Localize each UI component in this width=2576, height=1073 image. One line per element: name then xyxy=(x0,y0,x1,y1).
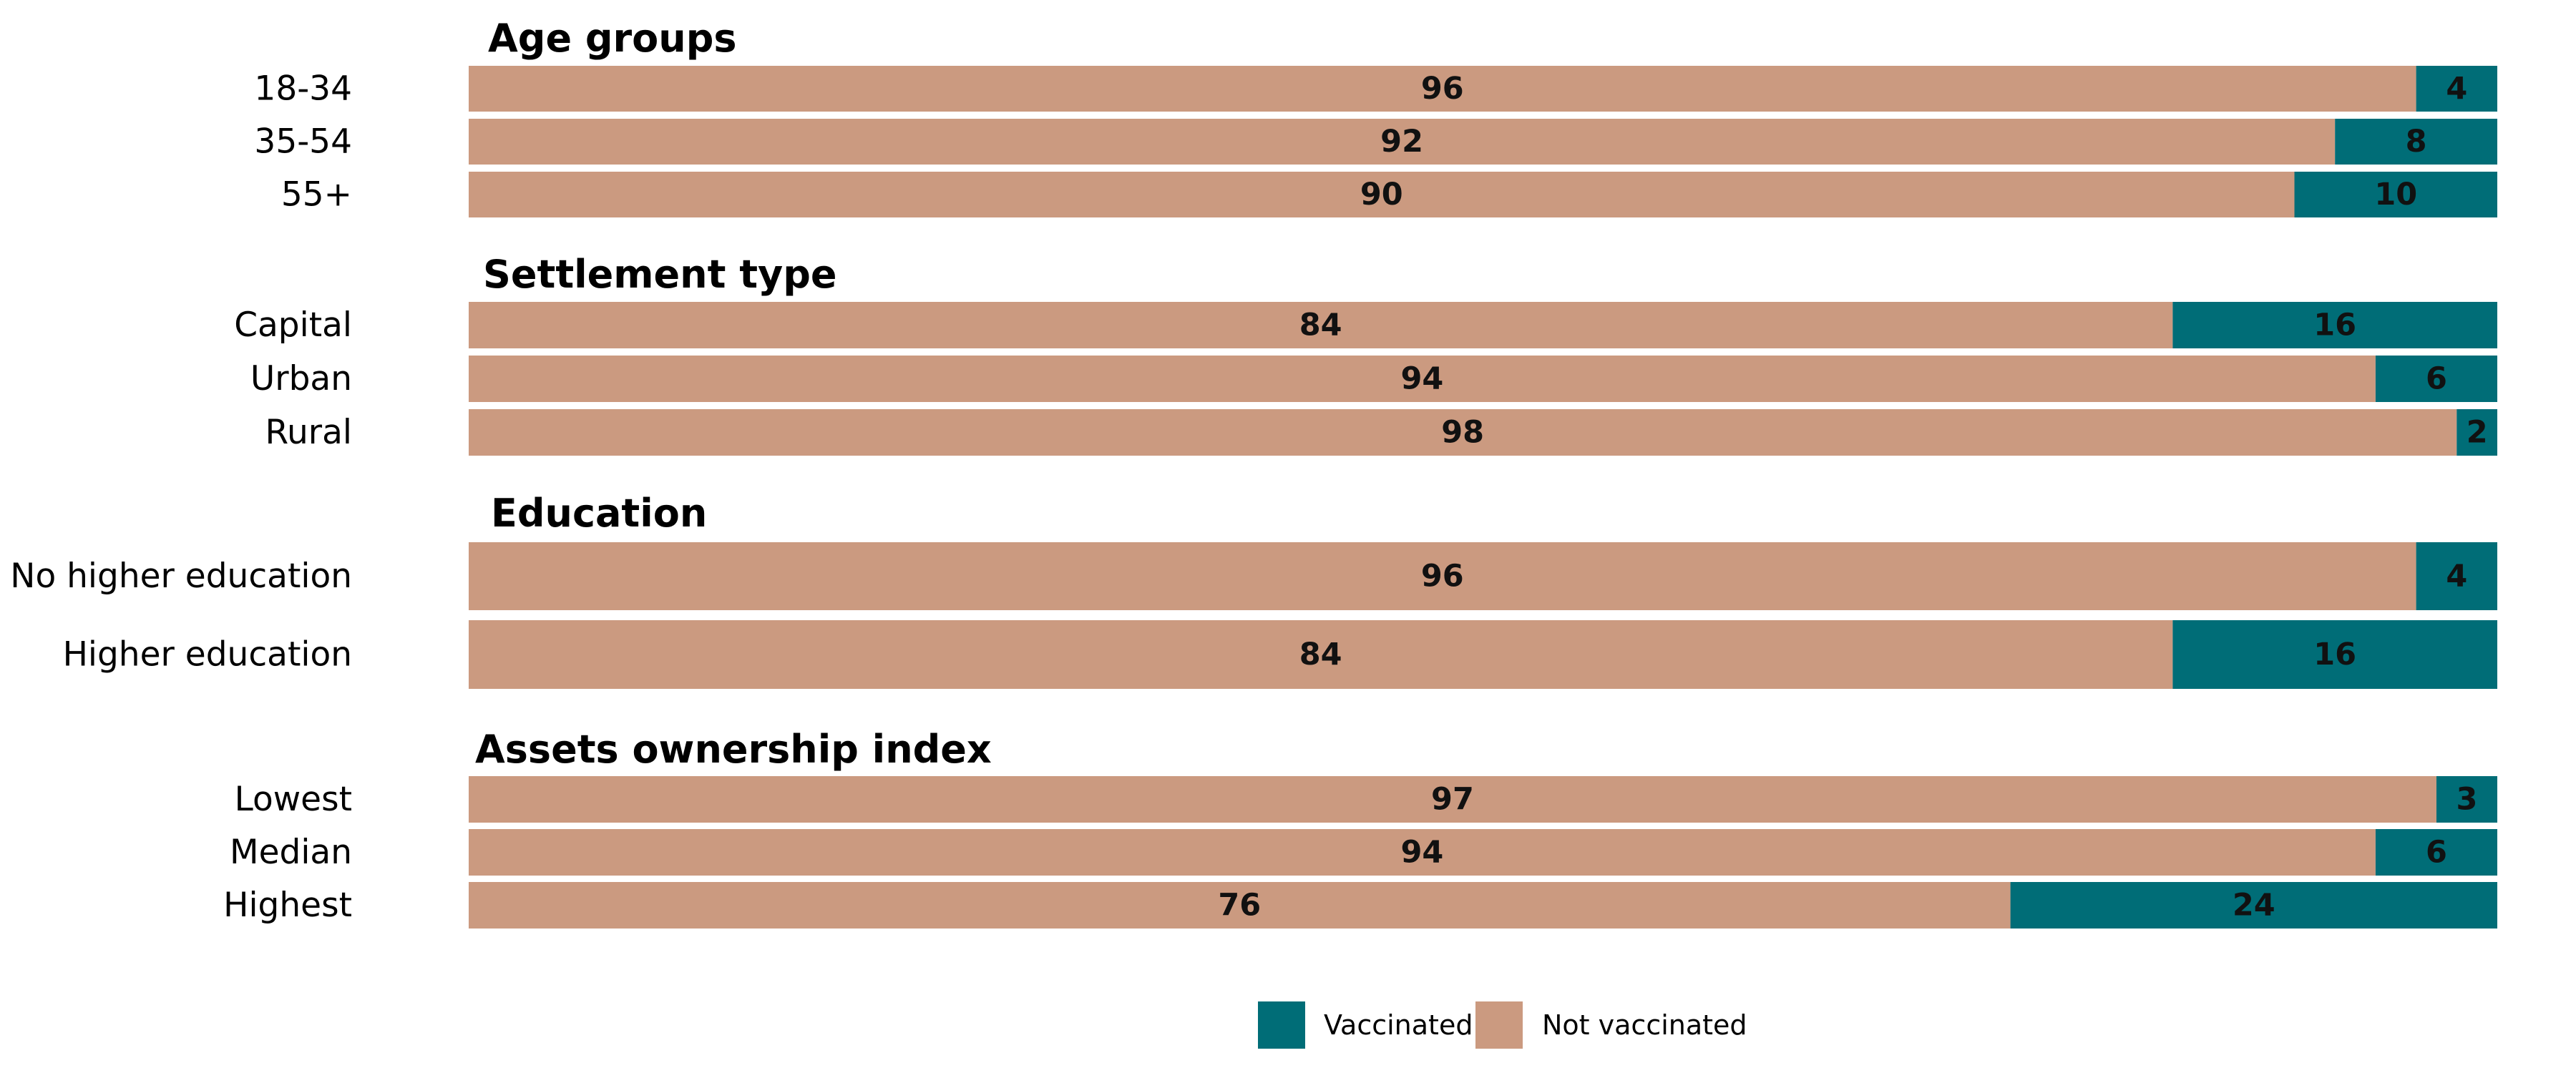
row-label: Highest xyxy=(223,886,352,925)
value-label-not-vaccinated: 90 xyxy=(1360,177,1403,212)
bar-vaccinated xyxy=(2375,356,2497,402)
value-label-not-vaccinated: 76 xyxy=(1218,888,1261,923)
group-title: Assets ownership index xyxy=(475,727,992,772)
value-label-vaccinated: 4 xyxy=(2446,559,2467,594)
bar-vaccinated xyxy=(2294,172,2497,217)
group-title: Settlement type xyxy=(483,252,837,297)
bar-not-vaccinated xyxy=(469,776,2436,823)
bar-not-vaccinated xyxy=(469,409,2457,456)
value-label-vaccinated: 3 xyxy=(2457,782,2478,818)
value-label-not-vaccinated: 96 xyxy=(1421,71,1464,107)
legend-swatch-vaccinated xyxy=(1258,1001,1305,1049)
value-label-not-vaccinated: 84 xyxy=(1299,637,1342,672)
bar-vaccinated xyxy=(2335,119,2497,165)
bar-vaccinated xyxy=(2436,776,2497,823)
value-label-not-vaccinated: 84 xyxy=(1299,308,1342,343)
value-label-vaccinated: 16 xyxy=(2313,308,2356,343)
bar-not-vaccinated xyxy=(469,542,2416,610)
row-label: 55+ xyxy=(281,175,352,215)
group-title: Education xyxy=(491,491,707,536)
bar-not-vaccinated xyxy=(469,882,2011,929)
row-label: Capital xyxy=(234,305,352,345)
bar-not-vaccinated xyxy=(469,829,2376,876)
value-label-vaccinated: 2 xyxy=(2467,415,2488,451)
bar-vaccinated xyxy=(2416,66,2497,112)
bar-not-vaccinated xyxy=(469,302,2173,348)
value-label-not-vaccinated: 94 xyxy=(1401,361,1444,397)
value-label-vaccinated: 16 xyxy=(2313,637,2356,672)
bar-vaccinated xyxy=(2010,882,2497,929)
value-label-vaccinated: 24 xyxy=(2233,888,2275,923)
value-label-vaccinated: 4 xyxy=(2446,71,2467,107)
bar-not-vaccinated xyxy=(469,620,2173,689)
bar-vaccinated xyxy=(2172,302,2497,348)
value-label-not-vaccinated: 94 xyxy=(1401,835,1444,871)
row-label: Higher education xyxy=(63,635,352,675)
bar-vaccinated xyxy=(2375,829,2497,876)
row-label: 18-34 xyxy=(254,69,352,109)
bar-not-vaccinated xyxy=(469,356,2376,402)
value-label-not-vaccinated: 98 xyxy=(1441,415,1484,451)
value-label-vaccinated: 8 xyxy=(2406,124,2427,160)
row-label: 35-54 xyxy=(254,122,352,162)
value-label-not-vaccinated: 92 xyxy=(1380,124,1423,160)
value-label-vaccinated: 6 xyxy=(2426,361,2447,397)
row-label: No higher education xyxy=(10,557,352,596)
bar-vaccinated xyxy=(2457,409,2497,456)
bar-vaccinated xyxy=(2172,620,2497,689)
value-label-not-vaccinated: 96 xyxy=(1421,559,1464,594)
value-label-vaccinated: 10 xyxy=(2374,177,2417,212)
value-label-not-vaccinated: 97 xyxy=(1431,782,1474,818)
group-title: Age groups xyxy=(488,16,737,61)
row-label: Urban xyxy=(250,359,352,398)
bar-not-vaccinated xyxy=(469,172,2295,217)
bar-vaccinated xyxy=(2416,542,2497,610)
row-label: Lowest xyxy=(235,780,352,819)
value-label-vaccinated: 6 xyxy=(2426,835,2447,871)
legend-label-not-vaccinated: Not vaccinated xyxy=(1542,1009,1747,1041)
row-label: Rural xyxy=(265,413,352,452)
legend-swatch-not-vaccinated xyxy=(1475,1001,1523,1049)
row-label: Median xyxy=(230,833,352,872)
bar-not-vaccinated xyxy=(469,66,2416,112)
legend-label-vaccinated: Vaccinated xyxy=(1324,1009,1473,1041)
bar-not-vaccinated xyxy=(469,119,2336,165)
